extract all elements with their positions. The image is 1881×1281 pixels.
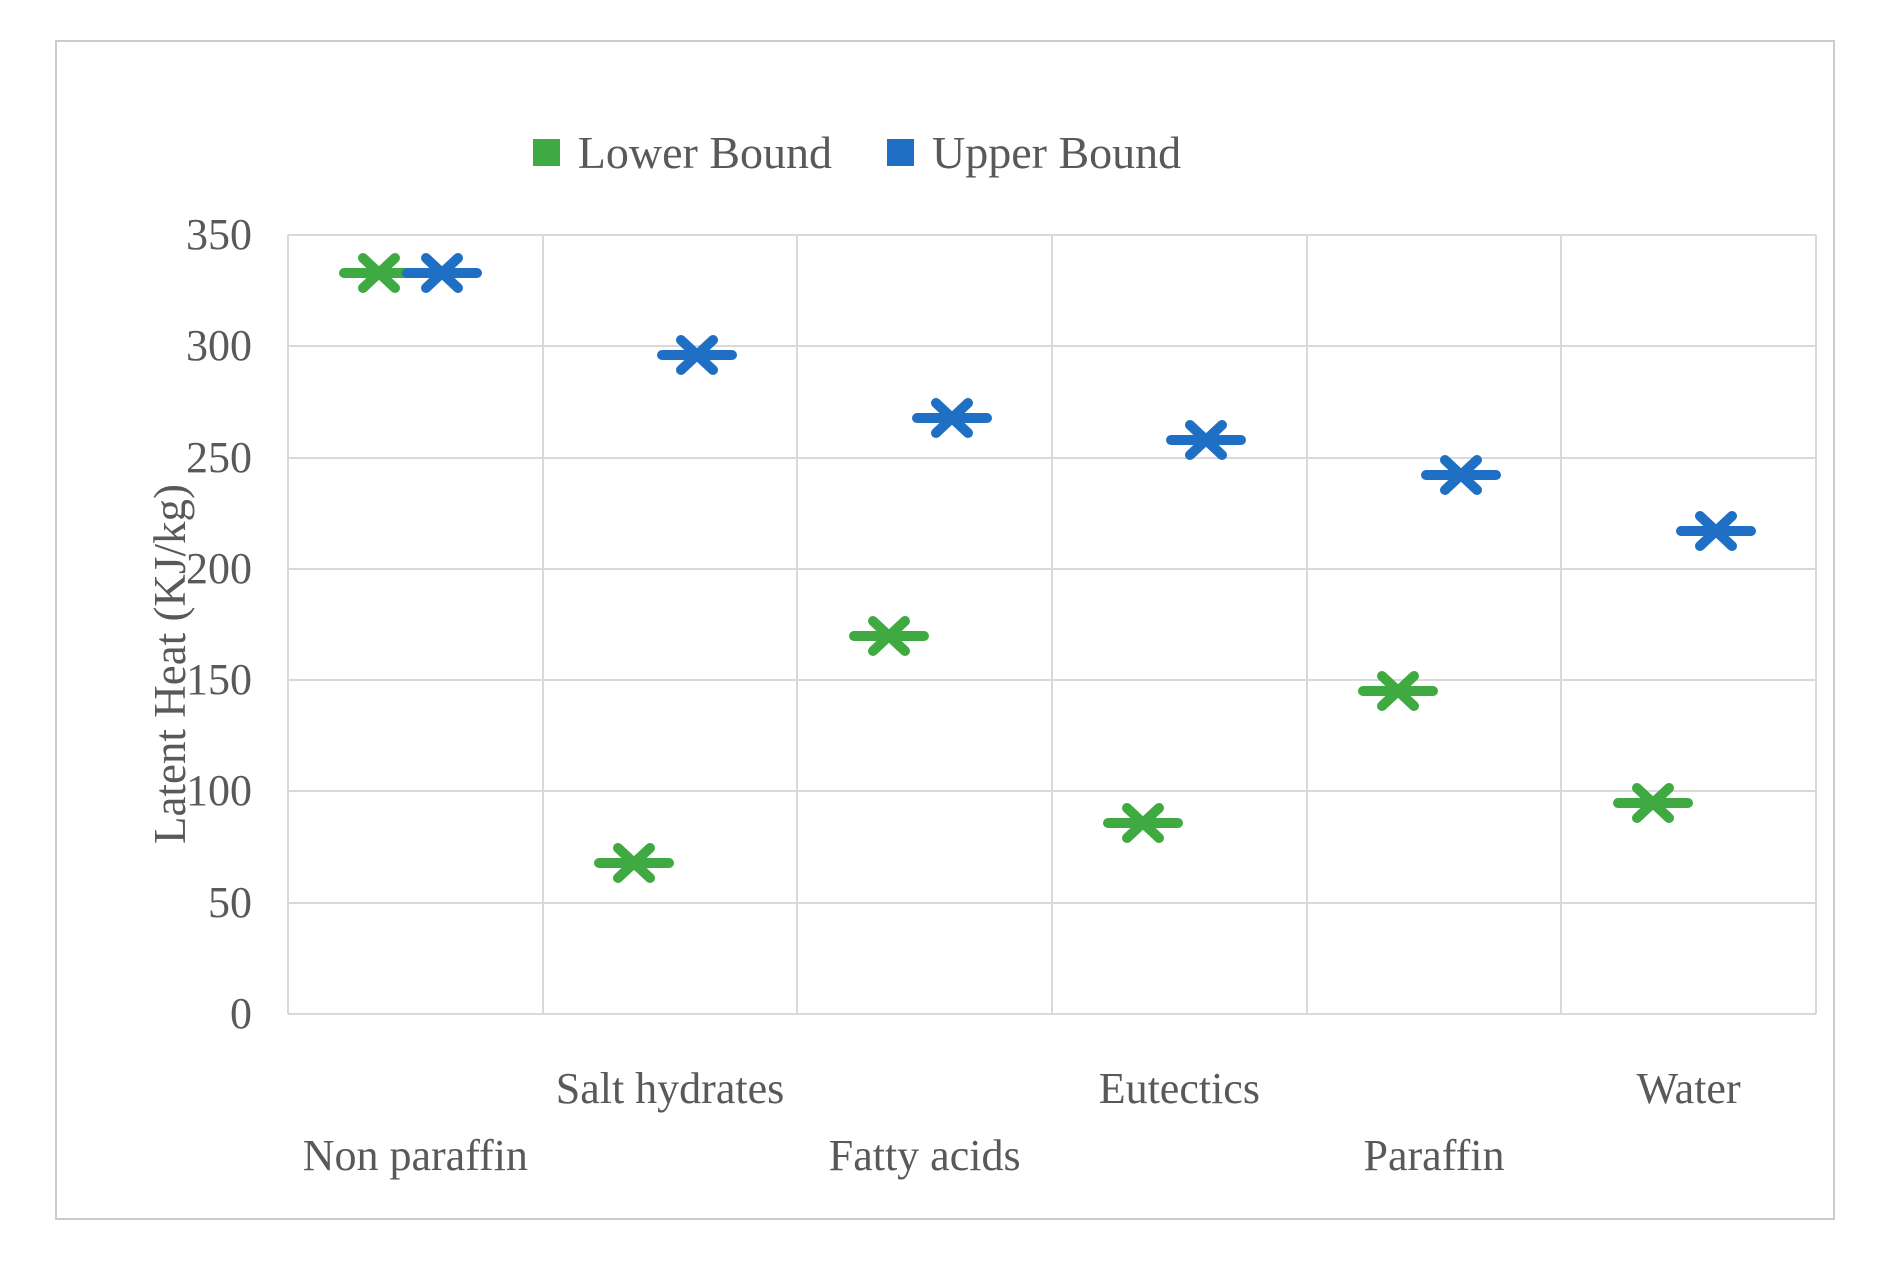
data-marker-upper-bound: [655, 331, 739, 379]
category-label: Fatty acids: [828, 1131, 1021, 1180]
asterisk-marker-icon: [594, 842, 674, 883]
data-marker-upper-bound: [400, 249, 484, 297]
legend-swatch: [532, 138, 560, 166]
legend: Lower Bound Upper Bound: [57, 124, 1657, 180]
x-grid-line: [1815, 235, 1817, 1014]
asterisk-marker-icon: [402, 252, 483, 293]
chart-frame: Lower Bound Upper Bound Latent Heat (KJ/k…: [55, 40, 1835, 1220]
data-marker-lower-bound: [592, 839, 676, 887]
asterisk-marker-icon: [657, 335, 737, 376]
asterisk-marker-icon: [1675, 511, 1756, 552]
x-grid-line: [1305, 235, 1308, 1014]
asterisk-marker-icon: [1103, 802, 1184, 843]
legend-label: Lower Bound: [577, 126, 833, 178]
y-tick-label: 200: [186, 543, 252, 593]
data-marker-lower-bound: [1101, 799, 1185, 847]
x-grid-line: [796, 235, 799, 1014]
y-tick-label: 50: [208, 877, 252, 927]
asterisk-marker-icon: [1358, 671, 1438, 712]
x-grid-line: [541, 235, 544, 1014]
data-marker-lower-bound: [847, 612, 931, 660]
legend-swatch: [887, 138, 915, 166]
category-label: Salt hydrates: [555, 1064, 785, 1113]
asterisk-marker-icon: [848, 615, 929, 656]
asterisk-marker-icon: [1612, 782, 1693, 823]
legend-item: Upper Bound: [887, 126, 1181, 179]
category-label: Non paraffin: [302, 1131, 528, 1180]
data-marker-lower-bound: [1356, 667, 1440, 715]
data-marker-upper-bound: [910, 394, 994, 442]
legend-label: Upper Bound: [932, 126, 1182, 178]
asterisk-marker-icon: [911, 397, 992, 438]
data-marker-upper-bound: [1164, 416, 1248, 464]
data-marker-upper-bound: [1674, 507, 1758, 555]
y-axis-line: [287, 235, 289, 1014]
y-tick-label: 100: [186, 766, 252, 816]
category-label: Paraffin: [1363, 1131, 1505, 1180]
y-tick-label: 250: [186, 432, 252, 482]
y-tick-label: 350: [186, 210, 252, 259]
y-tick-label: 0: [230, 989, 252, 1038]
x-grid-line: [1560, 235, 1563, 1014]
asterisk-marker-icon: [1421, 455, 1501, 496]
y-tick-label: 300: [186, 321, 252, 371]
y-tick-label: 150: [186, 655, 252, 705]
y-grid-line: [288, 1013, 1816, 1015]
asterisk-marker-icon: [1166, 419, 1247, 460]
category-label: Water: [1636, 1064, 1741, 1113]
category-label: Eutectics: [1098, 1064, 1260, 1113]
x-grid-line: [1051, 235, 1053, 1014]
data-marker-upper-bound: [1419, 451, 1503, 499]
data-marker-lower-bound: [1611, 779, 1695, 827]
legend-item: Lower Bound: [532, 126, 833, 179]
